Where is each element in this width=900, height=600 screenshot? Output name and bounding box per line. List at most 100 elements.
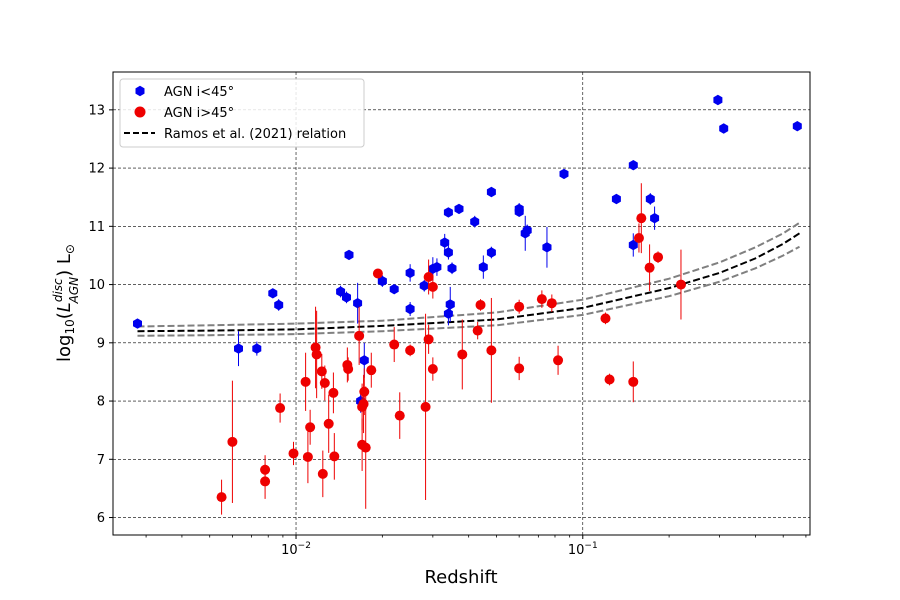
x-tick-label: 10−2 [281,541,311,558]
data-point-circle [653,252,664,263]
data-point-hexagon [344,249,354,261]
data-point-hexagon [342,292,351,303]
y-tick-label: 8 [97,395,105,410]
data-point-circle [420,401,431,412]
data-point-circle [372,268,383,279]
data-point-circle [475,299,486,310]
data-point-circle [317,468,328,479]
data-point-hexagon [522,225,532,236]
y-axis: 6 7 8 9 10 11 12 13 [88,103,113,526]
data-point-hexagon [628,160,638,171]
data-point-hexagon [445,299,455,310]
data-point-hexagon [377,275,387,287]
data-point-hexagon [440,237,450,248]
data-point-circle [302,451,313,462]
data-point-hexagon [389,284,399,295]
data-point-circle [546,298,557,309]
data-point-circle [316,366,327,377]
legend-marker-red-circle [134,106,146,118]
data-point-circle [366,365,377,376]
data-point-circle [343,364,354,375]
data-point-hexagon [486,186,496,198]
data-point-hexagon [645,193,655,205]
relation-curves [137,221,801,337]
data-point-hexagon [650,213,660,224]
data-point-circle [227,436,238,447]
data-point-hexagon [274,299,284,311]
data-point-circle [354,330,365,341]
data-point-hexagon [719,123,729,134]
data-point-hexagon [478,261,488,273]
relation-bound-line [137,221,801,328]
y-tick-label: 13 [88,103,105,118]
plot-frame [112,71,811,536]
y-tick-label: 12 [88,162,105,177]
data-point-circle [514,363,525,374]
data-point-circle [300,376,311,387]
data-point-hexagon [234,343,243,354]
data-point-circle [328,387,339,398]
data-point-circle [311,349,322,360]
data-point-hexagon [542,242,552,253]
data-point-hexagon [405,267,415,279]
data-point-circle [423,334,434,345]
data-point-circle [536,294,547,305]
data-point-circle [323,418,334,429]
relation-bound-line [137,245,800,337]
data-point-circle [427,364,438,375]
legend-label-agn-low: AGN i<45° [164,85,234,100]
data-point-hexagon [353,298,363,309]
data-point-circle [457,349,468,360]
data-point-circle [260,476,271,487]
data-point-hexagon [628,239,638,251]
data-point-circle [405,345,416,356]
legend: AGN i<45° AGN i>45° Ramos et al. (2021) … [119,78,365,148]
data-point-circle [604,374,615,385]
data-point-hexagon [268,288,278,299]
data-point-circle [359,386,370,397]
data-point-circle [427,281,438,292]
data-point-hexagon [713,94,723,106]
data-point-circle [360,442,371,453]
data-point-circle [319,377,330,388]
x-axis-title: Redshift [424,567,497,588]
data-point-circle [600,313,611,324]
relation-line [137,232,801,333]
grid [113,72,810,535]
x-tick-label: 10−1 [568,541,598,558]
data-point-circle [553,355,564,366]
data-point-circle [305,422,316,433]
data-point-hexagon [470,216,480,227]
data-point-circle [216,492,227,503]
y-tick-label: 6 [97,511,105,526]
data-point-circle [472,325,483,336]
y-axis-title: log10(Ldisc AGN) L⊙ [51,244,81,362]
data-point-circle [275,403,286,414]
data-point-circle [514,301,525,312]
data-point-circle [358,398,369,409]
data-point-hexagon [447,263,457,274]
data-point-hexagon [454,203,464,215]
data-point-hexagon [405,303,415,315]
data-point-hexagon [559,168,569,180]
data-point-hexagon [792,121,802,132]
x-axis: 10−2 10−1 [145,535,807,558]
data-point-circle [628,376,639,387]
plot-area [113,72,810,535]
legend-label-agn-high: AGN i>45° [164,106,234,121]
data-point-circle [423,272,434,283]
data-point-hexagon [514,206,524,217]
data-point-hexagon [419,280,429,291]
legend-box [119,78,365,148]
legend-marker-blue-hexagon [135,85,145,97]
data-point-circle [389,339,400,350]
data-point-hexagon [252,343,262,354]
data-points [133,94,802,515]
data-point-hexagon [432,261,442,273]
y-tick-label: 10 [88,278,105,293]
y-tick-label: 11 [88,220,105,235]
legend-label-ramos: Ramos et al. (2021) relation [164,127,346,142]
data-point-hexagon [133,318,142,329]
data-point-hexagon [443,207,453,218]
